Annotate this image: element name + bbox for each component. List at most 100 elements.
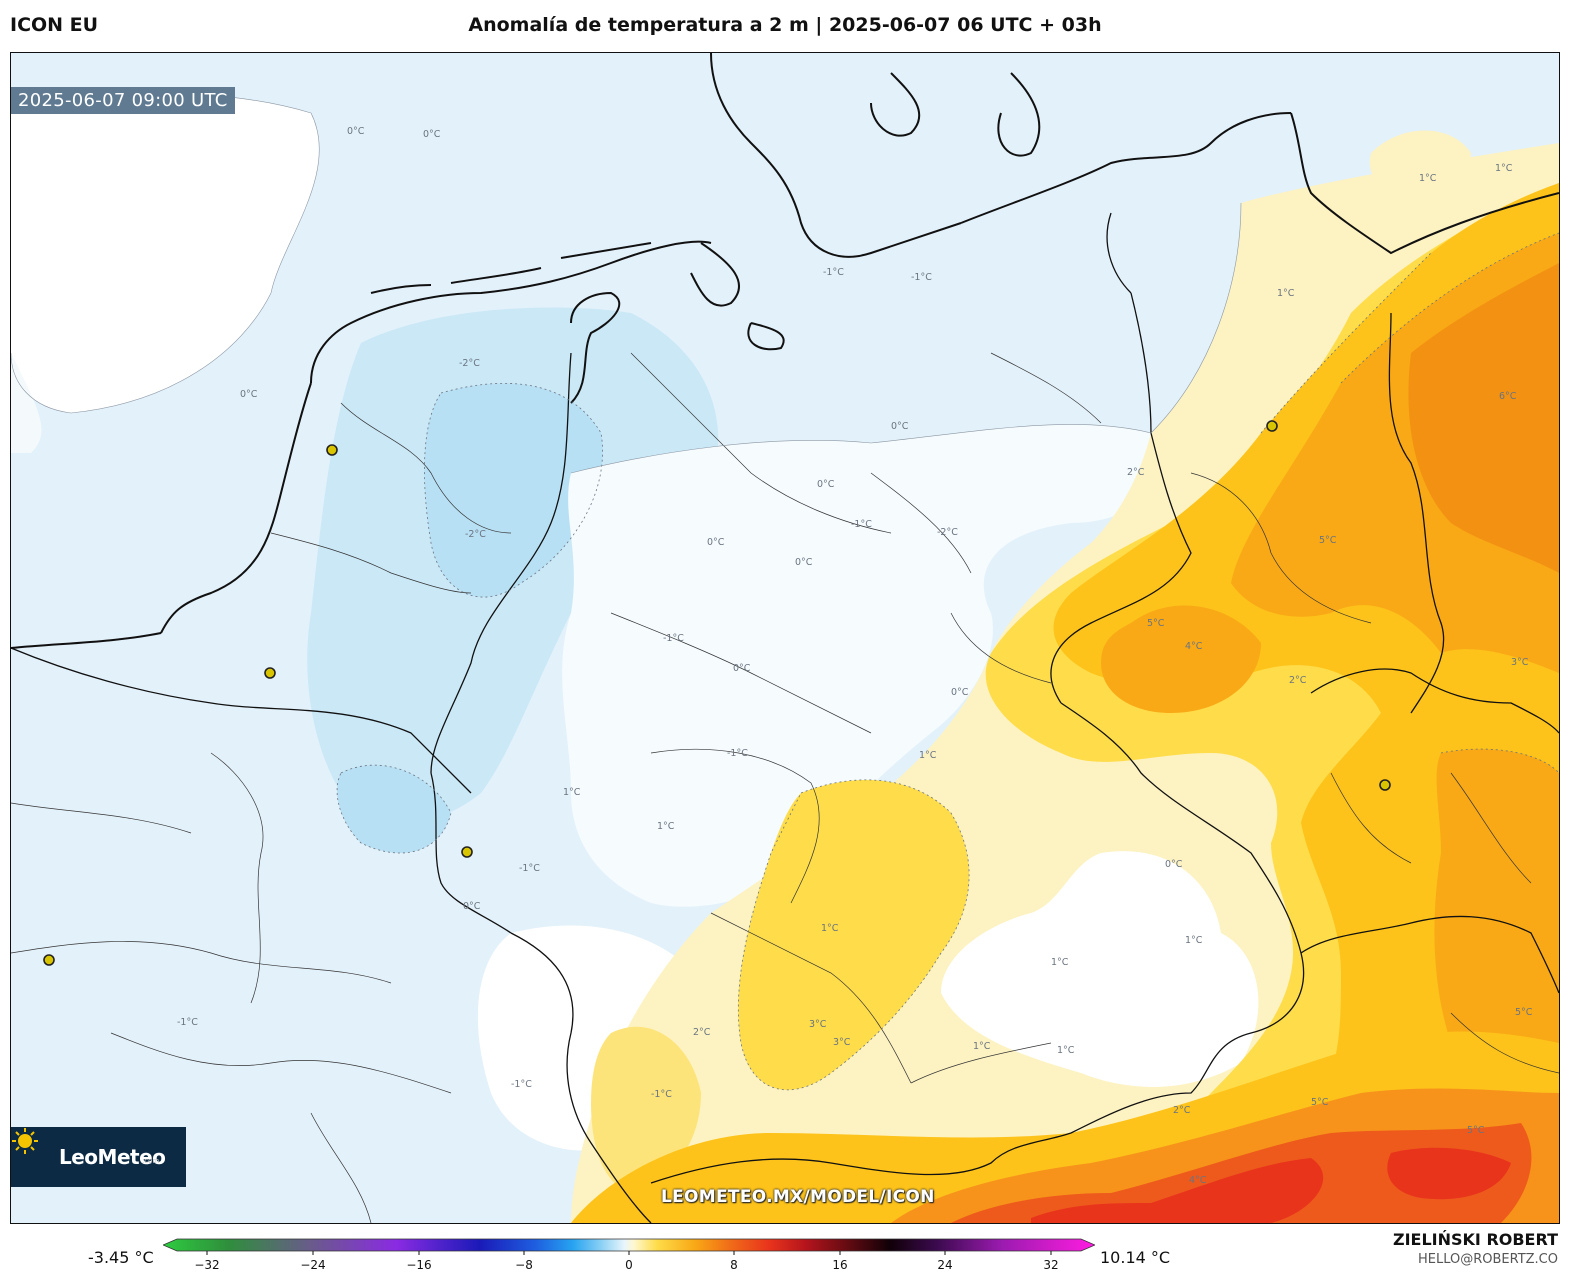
- logo-domain: .com: [142, 1157, 160, 1165]
- alpine-hot-core: [1031, 1158, 1324, 1223]
- city-markers: [43, 420, 1391, 966]
- colorbar-tick-labels: −32 −24 −16 −8 0 8 16 24 32: [194, 1258, 1058, 1272]
- colorbar-max-label: 10.14 °C: [1100, 1248, 1171, 1267]
- colorbar-tick-label: −24: [300, 1258, 325, 1272]
- map-title: Anomalía de temperatura a 2 m | 2025-06-…: [468, 14, 1102, 36]
- contour-label: 1°C: [657, 821, 675, 832]
- contour-label: 0°C: [795, 557, 813, 568]
- contour-label: 0°C: [951, 687, 969, 698]
- colorbar-tick-label: 24: [937, 1258, 952, 1272]
- contour-label: -2°C: [937, 527, 958, 538]
- colorbar-tick-label: 16: [832, 1258, 847, 1272]
- contour-label: 2°C: [1173, 1105, 1191, 1116]
- contour-label: -1°C: [823, 267, 844, 278]
- warm-orange-area-2: [1101, 605, 1261, 713]
- sun-icon: [12, 1128, 38, 1154]
- model-name: ICON EU: [10, 14, 99, 36]
- contour-label: 0°C: [423, 129, 441, 140]
- city-marker-paris: [43, 954, 55, 966]
- contour-label: 5°C: [1311, 1097, 1329, 1108]
- contour-label: 1°C: [1185, 935, 1203, 946]
- region-borders: [11, 352, 1559, 1223]
- valid-time-label: 2025-06-07 09:00 UTC: [11, 87, 235, 114]
- contour-label: 5°C: [1515, 1007, 1533, 1018]
- contour-label: -1°C: [663, 633, 684, 644]
- neutral-area-central: [562, 424, 1166, 907]
- colorbar-tick-label: −32: [194, 1258, 219, 1272]
- contour-label: 0°C: [1165, 859, 1183, 870]
- logo-text: LeoMeteo: [59, 1145, 166, 1169]
- baltic-warm-patch: [1369, 130, 1471, 194]
- colorbar-tick-label: 32: [1043, 1258, 1058, 1272]
- contour-label: 0°C: [463, 901, 481, 912]
- colorbar-min-label: -3.45 °C: [88, 1248, 154, 1267]
- author-name: ZIELIŃSKI ROBERT: [1392, 1230, 1558, 1249]
- contour-label: 1°C: [919, 750, 937, 761]
- city-marker-berlin: [1266, 420, 1278, 432]
- contour-label: 6°C: [1499, 391, 1517, 402]
- neutral-pocket-bavaria: [941, 851, 1259, 1087]
- contour-label: -1°C: [519, 863, 540, 874]
- country-borders: [11, 212, 1559, 1223]
- city-marker-prague: [1379, 779, 1391, 791]
- contour-label: -1°C: [727, 748, 748, 759]
- coastline: [11, 53, 1559, 649]
- author-email: HELLO@ROBERTZ.CO: [1417, 1252, 1558, 1267]
- contour-label: 4°C: [1189, 1175, 1207, 1186]
- warm-yellow-area-3: [591, 1026, 701, 1193]
- city-marker-amsterdam: [326, 444, 338, 456]
- colorbar-ticks: [206, 1251, 1052, 1255]
- contour-label: 1°C: [973, 1041, 991, 1052]
- contour-label: 1°C: [563, 787, 581, 798]
- contour-label: 3°C: [833, 1037, 851, 1048]
- contour-label: 1°C: [1051, 957, 1069, 968]
- contour-label: 2°C: [693, 1027, 711, 1038]
- contour-label: 0°C: [733, 663, 751, 674]
- contour-label: -1°C: [911, 272, 932, 283]
- contour-label: 3°C: [1511, 657, 1529, 668]
- colorbar: −32 −24 −16 −8 0 8 16 24 32: [161, 1238, 1097, 1278]
- cold-deep-area: [424, 383, 603, 598]
- sea-neutral-edge: [11, 353, 42, 453]
- contour-label: 5°C: [1467, 1125, 1485, 1136]
- colorbar-tick-label: −8: [515, 1258, 533, 1272]
- contour-label: 0°C: [707, 537, 725, 548]
- warm-deep-area: [1408, 263, 1559, 573]
- contour-lines: [336, 232, 1559, 1091]
- contour-label: 1°C: [1495, 163, 1513, 174]
- contour-labels: 0°C 0°C 0°C -2°C -2°C -1°C -1°C 0°C 0°C …: [177, 126, 1533, 1186]
- contour-label: 1°C: [1277, 288, 1295, 299]
- contour-label: 1°C: [821, 923, 839, 934]
- contour-label: 4°C: [1185, 641, 1203, 652]
- city-marker-luxembourg: [461, 846, 473, 858]
- colorbar-tick-label: 0: [625, 1258, 633, 1272]
- contour-label: 0°C: [347, 126, 365, 137]
- colorbar-tick-label: −16: [406, 1258, 431, 1272]
- contour-label: -1°C: [851, 519, 872, 530]
- alpine-hot-core-2: [1387, 1147, 1511, 1200]
- contour-label: 0°C: [891, 421, 909, 432]
- leometeo-logo: LeoMeteo .com: [11, 1127, 186, 1187]
- contour-label: 0°C: [817, 479, 835, 490]
- contour-label: 1°C: [1057, 1045, 1075, 1056]
- contour-label: -1°C: [511, 1079, 532, 1090]
- contour-label: -1°C: [177, 1017, 198, 1028]
- contour-label: -2°C: [459, 358, 480, 369]
- contour-label: 0°C: [240, 389, 258, 400]
- cold-deep-area-2: [337, 765, 451, 853]
- contour-label: 5°C: [1319, 535, 1337, 546]
- watermark: LEOMETEO.MX/MODEL/ICON: [661, 1187, 935, 1207]
- contour-label: 3°C: [809, 1019, 827, 1030]
- map-panel: 0°C 0°C 0°C -2°C -2°C -1°C -1°C 0°C 0°C …: [10, 52, 1560, 1224]
- contour-label: -1°C: [651, 1089, 672, 1100]
- contour-label: 2°C: [1289, 675, 1307, 686]
- contour-label: 2°C: [1127, 467, 1145, 478]
- colorbar-graphic: −32 −24 −16 −8 0 8 16 24 32: [161, 1238, 1097, 1272]
- warm-yellow-area-2: [738, 779, 970, 1090]
- contour-label: 5°C: [1147, 618, 1165, 629]
- contour-label: 1°C: [1419, 173, 1437, 184]
- anomaly-map: 0°C 0°C 0°C -2°C -2°C -1°C -1°C 0°C 0°C …: [11, 53, 1559, 1223]
- contour-label: -2°C: [465, 529, 486, 540]
- city-marker-brussels: [264, 667, 276, 679]
- sea-neutral-area: [11, 94, 320, 413]
